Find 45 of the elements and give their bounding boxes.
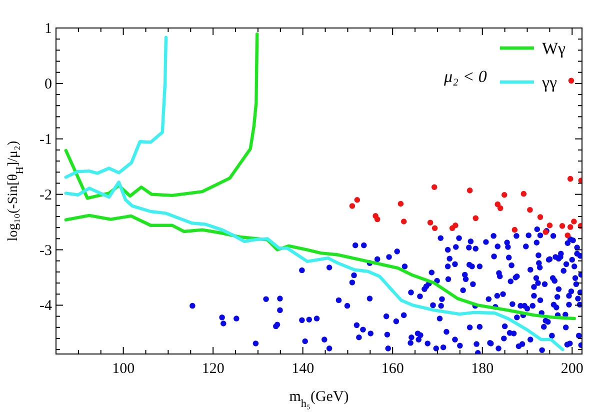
point xyxy=(512,226,518,233)
point xyxy=(564,232,571,238)
point xyxy=(494,201,501,208)
point xyxy=(546,222,553,228)
point xyxy=(559,223,566,229)
point xyxy=(427,220,434,226)
y-tick-label: -3 xyxy=(40,242,52,259)
point xyxy=(466,188,473,194)
annotation: μ₂ < 0 xyxy=(443,67,488,86)
point xyxy=(432,225,438,232)
x-axis-title: m$_{h₅}$(GeV) xyxy=(289,389,349,410)
x-tick-label: 100 xyxy=(112,361,135,377)
point xyxy=(374,216,380,222)
y-tick-label: -4 xyxy=(40,298,52,314)
y-tick-label: 1 xyxy=(44,21,52,37)
x-tick-label: 200 xyxy=(560,361,584,377)
point xyxy=(501,192,508,198)
x-tick-label: 180 xyxy=(471,361,494,377)
point xyxy=(520,190,527,197)
y-tick-label: -1 xyxy=(40,132,52,148)
point xyxy=(400,218,407,224)
point xyxy=(497,205,504,212)
point xyxy=(472,215,479,222)
line-series xyxy=(64,180,564,352)
point xyxy=(567,224,574,230)
point xyxy=(452,222,458,228)
x-tick-label: 140 xyxy=(292,361,314,377)
x-tick-label: 160 xyxy=(381,361,404,377)
y-tick-label: 0 xyxy=(44,76,52,92)
line-series xyxy=(64,36,168,179)
point xyxy=(354,196,360,203)
point xyxy=(571,218,577,224)
line-series xyxy=(64,32,259,200)
x-tick-label: 120 xyxy=(202,361,224,377)
y-tick-label: -2 xyxy=(40,187,52,204)
legend-label: Wγ xyxy=(542,39,566,58)
point xyxy=(431,184,438,190)
legend-label: γγ xyxy=(541,73,558,92)
point xyxy=(398,200,404,207)
point xyxy=(567,176,574,182)
point xyxy=(568,78,574,84)
line-series xyxy=(64,214,576,320)
point xyxy=(527,206,533,213)
point xyxy=(537,214,544,220)
point xyxy=(349,203,356,209)
